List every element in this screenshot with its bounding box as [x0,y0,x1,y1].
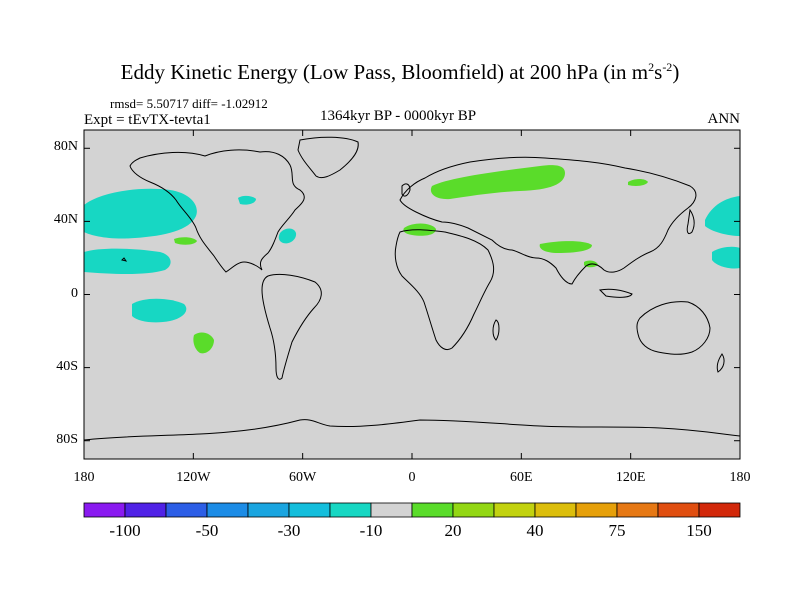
lat-tick-label: 80N [53,139,78,155]
lon-tick-label: 0 [408,470,416,485]
subtropical-pacific-negative-region [84,248,171,274]
lat-tick-label: 80S [56,431,78,447]
colorbar-label: -10 [359,521,383,540]
colorbar-label: 40 [526,521,544,540]
colorbar-swatch [452,502,495,518]
colorbar-swatch [83,502,126,518]
lon-tick-label: 120W [176,470,211,485]
colorbar-label: 20 [444,521,462,540]
eurasia-coast [399,156,697,285]
colorbar-swatch [329,502,372,518]
northeast-asia-positive-region [628,179,648,186]
colorbar-swatch [288,502,331,518]
colorbar-label: -30 [277,521,301,540]
title-text: Eddy Kinetic Energy (Low Pass, Bloomfiel… [120,60,649,84]
colorbar-swatch [165,502,208,518]
lon-tick-label: 180 [73,470,95,485]
axis-ticks [83,130,741,459]
colorbar-swatch [411,502,454,518]
colorbar-swatch [698,502,741,518]
south-pacific-positive-region [193,332,214,354]
antarctica-coast [84,419,740,441]
coastlines [84,136,740,441]
colorbar-label: -50 [195,521,219,540]
lat-tick-label: 40N [53,212,78,228]
rmsd-stats: rmsd= 5.50717 diff= -1.02912 [110,96,268,111]
colorbar-label: 75 [608,521,626,540]
hawaii-coast [121,257,128,262]
title-unit-exp2: -2 [662,60,673,74]
colorbar-label: 150 [686,521,712,540]
colorbar-swatch [493,502,536,518]
anomaly-layer [84,136,740,441]
colorbar-swatch [657,502,700,518]
colorbar [83,502,741,518]
lon-tick-label: 60E [510,470,533,485]
colorbar-swatch [206,502,249,518]
colorbar-swatch [616,502,659,518]
lon-tick-label: 60W [289,470,317,485]
indonesia-coast [598,288,633,298]
title-close: ) [672,60,680,84]
colorbar-swatch [575,502,618,518]
japan-coast [686,208,695,235]
madagascar-coast [492,319,500,341]
colorbar-swatch [370,502,413,518]
lat-tick-label: 0 [71,285,78,301]
colorbar-swatch [124,502,167,518]
new-zealand-coast [716,353,725,373]
lon-tick-label: 180 [729,470,751,485]
chart-title: Eddy Kinetic Energy (Low Pass, Bloomfiel… [0,60,800,85]
greenland-coast [297,136,359,179]
south-america-coast [261,273,322,380]
season-label: ANN [707,111,741,127]
eurasia-positive-region [430,165,565,200]
west-pacific-negative-region [712,246,740,269]
lat-tick-label: 40S [56,358,78,374]
colorbar-swatch [247,502,290,518]
title-unit-exp1: 2 [648,60,655,74]
eastern-pacific-negative-region [132,298,187,323]
experiment-label: Expt = tEvTX-tevta1 [84,112,211,128]
north-america-coast [129,149,305,273]
west-atlantic-small-negative-region [238,195,256,205]
africa-coast [394,229,495,351]
title-unit-s: s [654,60,663,84]
colorbar-label: -100 [109,521,141,540]
atlantic-positive-region [174,237,197,245]
lon-tick-label: 120E [615,470,646,485]
period-label: 1364kyr BP - 0000kyr BP [320,108,477,124]
north-pacific-negative-region [84,188,197,239]
east-asia-negative-region [705,196,740,236]
colorbar-swatch [534,502,577,518]
australia-coast [636,301,711,355]
north-atlantic-negative-region [278,228,297,244]
uk-coast [401,183,411,197]
central-asia-positive-region [539,241,592,253]
